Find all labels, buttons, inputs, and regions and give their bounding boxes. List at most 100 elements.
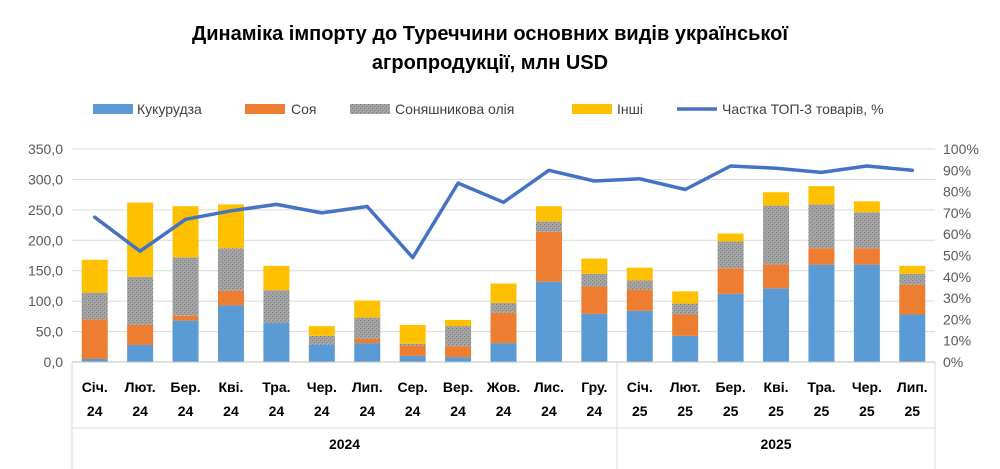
bar-corn [127,344,154,362]
bar-other [717,233,744,242]
legend-swatch-soy [245,104,285,114]
legend-item-top3-share: Частка ТОП-3 товарів, % [677,101,884,117]
y2-tick-label: 40% [943,269,971,285]
x-tick-label-year: 24 [132,403,148,419]
legend-swatch-corn [93,104,133,114]
bar-soy [808,248,835,265]
legend-item-soy: Соя [245,101,316,117]
bar-sunflower-oil [490,302,517,313]
gridlines [72,148,935,333]
bar-corn [763,288,790,362]
y2-tick-label: 100% [943,141,979,157]
y-tick-label: 300,0 [28,171,63,187]
bar-soy [217,290,244,306]
x-tick-label-year: 24 [405,403,421,419]
y2-tick-label: 0% [943,354,963,370]
legend: Кукурудза Соя Соняшникова олія Інші Част… [93,101,884,117]
bar-sunflower-oil [763,205,790,265]
x-tick-label-month: Лют. [670,379,701,395]
bar-soy [899,284,926,315]
legend-swatch-sunflower-oil [350,104,390,114]
x-tick-label-year: 25 [768,403,784,419]
bar-other [808,186,835,205]
legend-label-sunflower-oil: Соняшникова олія [395,101,514,117]
bar-other [672,291,699,304]
x-tick-label-month: Гру. [581,379,607,395]
x-tick-label-year: 24 [314,403,330,419]
x-tick-label-year: 25 [723,403,739,419]
bar-corn [263,323,290,362]
bar-corn [399,355,426,362]
bar-other [853,201,880,213]
y-tick-label: 150,0 [28,263,63,279]
x-tick-label-year: 25 [859,403,875,419]
y2-tick-label: 80% [943,184,971,200]
x-tick-label-month: Кві. [219,379,244,395]
x-tick-label-month: Лип. [352,379,383,395]
y-tick-label: 250,0 [28,202,63,218]
bar-sunflower-oil [308,335,335,345]
x-tick-label-month: Лис. [534,379,564,395]
legend-item-sunflower-oil: Соняшникова олія [350,101,514,117]
bar-other [354,300,381,318]
y2-tick-label: 60% [943,226,971,242]
bar-sunflower-oil [672,303,699,315]
bar-sunflower-oil [81,292,108,320]
legend-item-corn: Кукурудза [93,101,202,117]
bar-other [308,326,335,336]
x-tick-label-year: 24 [359,403,375,419]
y-axis-left: 0,0 50,0 100,0 150,0 200,0 250,0 300,0 350,0 [28,141,63,370]
bar-soy [763,264,790,289]
bar-sunflower-oil [127,276,154,325]
bar-other [535,206,562,222]
series-line-top3-share [92,164,915,260]
bar-corn [308,344,335,362]
bar-other [490,283,517,303]
y2-tick-label: 90% [943,162,971,178]
x-tick-label-month: Тра. [262,379,290,395]
x-tick-label-year: 24 [269,403,285,419]
bar-corn [626,310,653,362]
bar-corn [490,343,517,362]
x-tick-label-month: Січ. [82,379,108,395]
x-tick-label-month: Лип. [897,379,928,395]
bar-corn [172,320,199,362]
bar-sunflower-oil [445,326,472,347]
x-tick-label-month: Тра. [807,379,835,395]
bar-sunflower-oil [626,280,653,290]
bar-sunflower-oil [899,273,926,285]
bar-corn [808,264,835,362]
bar-soy [399,345,426,356]
x-tick-label-month: Вер. [443,379,473,395]
x-tick-label-month: Кві. [764,379,789,395]
bar-corn [853,264,880,362]
x-tick-label-month: Бер. [715,379,745,395]
x-tick-label-month: Січ. [627,379,653,395]
bar-other [581,258,608,274]
x-tick-label-month: Жов. [486,379,521,395]
bar-other [172,206,199,258]
x-tick-label-year: 24 [178,403,194,419]
y-tick-label: 50,0 [36,324,63,340]
bar-soy [127,324,154,345]
bar-corn [672,335,699,362]
bar-soy [672,314,699,336]
bar-other [81,259,108,293]
bar-corn [899,314,926,362]
x-tick-label-year: 24 [587,403,603,419]
bar-soy [172,315,199,321]
chart-title: Динаміка імпорту до Туреччини основних в… [191,23,789,74]
legend-swatch-other [572,104,612,114]
bar-sunflower-oil [172,257,199,316]
bar-sunflower-oil [399,343,426,346]
bar-sunflower-oil [853,212,880,249]
legend-item-other: Інші [572,101,643,117]
bar-sunflower-oil [354,317,381,339]
y-tick-label: 200,0 [28,232,63,248]
bar-soy [490,312,517,344]
x-tick-label-year: 25 [814,403,830,419]
x-tick-label-month: Чер. [307,379,337,395]
x-tick-label-month: Лют. [125,379,156,395]
y2-tick-label: 30% [943,290,971,306]
bar-other [399,324,426,344]
